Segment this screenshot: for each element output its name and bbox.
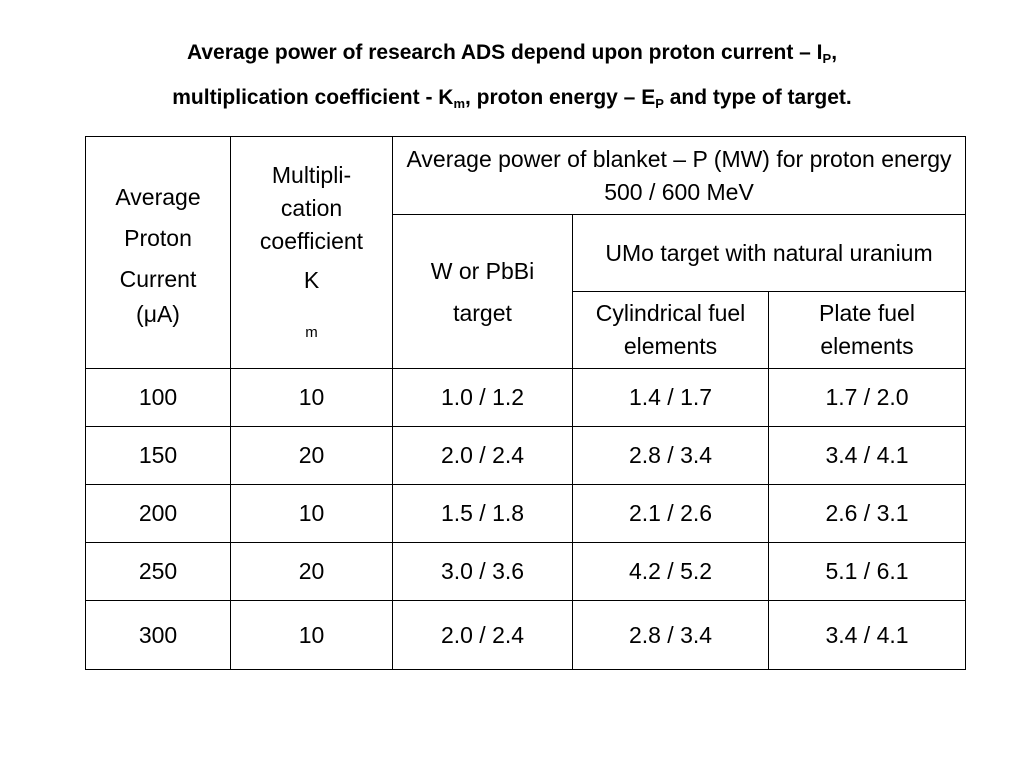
cell-cylindrical: 1.4 / 1.7	[572, 368, 769, 427]
cell-cylindrical: 2.8 / 3.4	[572, 600, 769, 670]
cell-cylindrical: 2.8 / 3.4	[572, 426, 769, 485]
header-current-line: Proton	[124, 225, 192, 251]
cell-current: 200	[85, 484, 231, 543]
header-power-text: Average power of blanket – P (MW) for pr…	[406, 145, 952, 205]
header-coefficient-line: coefficient	[259, 228, 364, 254]
cell-km: 20	[230, 426, 393, 485]
cell-current: 250	[85, 542, 231, 601]
title-text: , proton energy – E	[465, 86, 656, 109]
header-cylindrical-text: Cylindrical fuel elements	[595, 300, 746, 359]
title-line-2: multiplication coefficient - Km, proton …	[0, 75, 1024, 120]
header-umo-target: UMo target with natural uranium	[571, 214, 967, 292]
header-plate-text: Plate fuel elements	[819, 300, 915, 359]
title-text: and type of target.	[663, 86, 852, 109]
cell-cylindrical: 2.1 / 2.6	[572, 484, 769, 543]
cell-w-target: 1.0 / 1.2	[392, 368, 573, 427]
cell-km: 10	[230, 600, 393, 670]
header-current-line: Current	[119, 266, 197, 292]
title-text: multiplication coefficient - K	[172, 86, 454, 109]
table-row: 100 10 1.0 / 1.2 1.4 / 1.7 1.7 / 2.0	[85, 368, 967, 427]
header-w-target: W or PbBi target	[392, 214, 573, 369]
title-subscript: P	[822, 51, 832, 66]
header-row: Cylindrical fuel elements Plate fuel ele…	[86, 291, 967, 369]
table-row: 300 10 2.0 / 2.4 2.8 / 3.4 3.4 / 4.1	[85, 600, 967, 670]
header-cylindrical: Cylindrical fuel elements	[572, 291, 769, 369]
header-plate: Plate fuel elements	[767, 291, 967, 369]
cell-w-target: 2.0 / 2.4	[392, 600, 573, 670]
cell-km: 10	[230, 484, 393, 543]
header-row: Average Proton Current (μA) Multipli- ca…	[85, 136, 967, 369]
cell-current: 150	[85, 426, 231, 485]
symbol-k: K	[303, 267, 320, 293]
cell-current: 300	[85, 600, 231, 670]
cell-cylindrical: 4.2 / 5.2	[572, 542, 769, 601]
title-line-1: Average power of research ADS depend upo…	[0, 30, 1024, 75]
header-coefficient-line: cation	[280, 195, 343, 221]
cell-w-target: 1.5 / 1.8	[392, 484, 573, 543]
cell-current: 100	[85, 368, 231, 427]
cell-w-target: 3.0 / 3.6	[392, 542, 573, 601]
cell-w-target: 2.0 / 2.4	[392, 426, 573, 485]
cell-plate: 3.4 / 4.1	[767, 426, 967, 485]
table-row: 200 10 1.5 / 1.8 2.1 / 2.6 2.6 / 3.1	[85, 484, 967, 543]
header-w-line: target	[453, 299, 512, 326]
header-umo-text: UMo target with natural uranium	[605, 239, 933, 266]
cell-km: 20	[230, 542, 393, 601]
header-power: Average power of blanket – P (MW) for pr…	[391, 136, 967, 215]
symbol-subscript: m	[305, 324, 318, 341]
title-subscript: m	[453, 96, 465, 111]
header-w-line: W or PbBi	[430, 257, 535, 284]
cell-plate: 2.6 / 3.1	[767, 484, 967, 543]
cell-plate: 3.4 / 4.1	[767, 600, 967, 670]
title-text: Average power of research ADS depend upo…	[186, 41, 823, 64]
header-current: Average Proton Current (μA)	[85, 136, 231, 369]
cell-plate: 1.7 / 2.0	[767, 368, 967, 427]
title-subscript: P	[655, 96, 664, 111]
cell-km: 10	[230, 368, 393, 427]
table-row: 250 20 3.0 / 3.6 4.2 / 5.2 5.1 / 6.1	[85, 542, 967, 601]
header-coefficient-line: Multipli-	[271, 162, 352, 188]
cell-plate: 5.1 / 6.1	[767, 542, 967, 601]
header-current-line: Average	[115, 184, 201, 210]
page-title: Average power of research ADS depend upo…	[0, 30, 1024, 120]
header-current-line: (μA)	[136, 301, 180, 327]
title-text: ,	[831, 41, 838, 64]
power-table: Average Proton Current (μA) Multipli- ca…	[85, 136, 967, 670]
table-row: 150 20 2.0 / 2.4 2.8 / 3.4 3.4 / 4.1	[85, 426, 967, 485]
